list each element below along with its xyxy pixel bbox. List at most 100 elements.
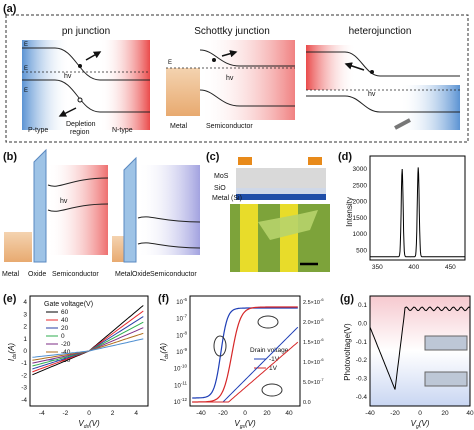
pn-hv-label: hv: [64, 73, 72, 80]
e-xtick-label: -2: [63, 410, 69, 417]
f-ytick-left: 10-6: [176, 297, 187, 306]
b-left-ec: [47, 177, 109, 187]
f-ellipse-right: [257, 315, 279, 329]
e-legend-item: 0: [61, 333, 65, 340]
f-plot-frame: [189, 295, 301, 407]
f-legend-1: -1V: [269, 356, 280, 363]
f-legend-2: 1V: [269, 365, 278, 372]
e-ylabel: Ids(A): [7, 343, 18, 362]
b-right-semi: [138, 165, 200, 255]
e-curve--60: [32, 338, 144, 358]
g-xlabel: Vg(V): [411, 419, 430, 430]
g-xtick-label: 40: [466, 410, 474, 417]
f-xtick-label: -40: [196, 410, 206, 417]
e-xtick-label: -4: [39, 410, 45, 417]
d-xtick-label: 400: [408, 264, 419, 271]
e-xlabel: Vds(V): [78, 419, 100, 430]
d-spectrum-line: [370, 167, 465, 258]
f-ytick-right: 1.5×10-6: [303, 337, 324, 346]
f-ellipse-left: [213, 335, 227, 357]
b-right-oxide: [123, 156, 137, 263]
p-region-shade: [22, 40, 70, 130]
pn-n-type-label: N-type: [112, 127, 133, 134]
g-ytick-label: 0.0: [358, 321, 367, 328]
d-ytick-label: 2500: [353, 182, 368, 189]
pn-p-type-label: P-type: [28, 127, 48, 134]
f-xlabel: Vgs(V): [234, 419, 256, 430]
d-xtick-label: 350: [372, 264, 383, 271]
g-inset-device-1: [424, 335, 468, 351]
f-xtick-label: 40: [285, 410, 293, 417]
e-ytick-label: 0: [23, 348, 27, 355]
c-flake: [258, 210, 318, 240]
b-left-hv: hv: [60, 198, 68, 205]
f-xtick-label: -20: [218, 410, 228, 417]
hetero-arrow: [344, 62, 365, 71]
f-ytick-right: 2.0×10-6: [303, 317, 324, 326]
hetero-title: heterojunction: [349, 26, 412, 37]
e-xtick-label: 4: [134, 410, 138, 417]
e-legend-title: Gate voltage(V): [44, 301, 93, 308]
b-left-metal: [4, 232, 32, 262]
f-ylabel: Ids(A): [159, 343, 170, 362]
panel-a-frame: [5, 14, 469, 143]
f-curve-neg1v-log: [192, 307, 298, 399]
c-metal-label: Metal (Si): [212, 195, 242, 202]
panel-c: (c) MoS SiO Metal (Si): [206, 151, 330, 272]
g-ytick-label: -0.4: [356, 394, 368, 401]
g-xtick-label: -40: [365, 410, 375, 417]
g-ytick-label: -0.1: [356, 339, 368, 346]
panel-f-label: (f): [158, 293, 169, 305]
c-electrode-left: [238, 157, 252, 165]
f-curve-1v-linear: [192, 341, 299, 403]
b-left-oxide-label: Oxide: [28, 271, 46, 278]
panel-b: (b) hv Metal Oxide Semiconductor Metal O…: [2, 148, 201, 278]
heterojunction-diagram: heterojunction hv: [306, 26, 460, 130]
panel-d: (d) Intensity 500 1000 1500 2000 2500 3000 350…: [338, 151, 466, 271]
pn-ec-label: E: [24, 42, 28, 48]
e-legend-item: -20: [61, 341, 71, 348]
e-ytick-label: 3: [23, 311, 27, 318]
d-ylabel: Intensity: [345, 197, 354, 227]
schottky-electron: [212, 58, 216, 62]
c-electrode-strip-2: [280, 204, 298, 272]
b-left-metal-label: Metal: [2, 271, 20, 278]
schottky-junction-diagram: Schottky junction E hv Metal Semiconduct…: [166, 26, 295, 130]
f-xtick-label: 0: [243, 410, 247, 417]
c-sio2-label: SiO: [214, 185, 226, 192]
d-plot-frame: [369, 155, 466, 261]
hetero-valence: [306, 95, 460, 113]
hetero-hv-label: hv: [368, 91, 376, 98]
pn-depletion-label: Depletion region: [66, 121, 96, 136]
d-ytick-label: 500: [356, 247, 367, 254]
schottky-hv-label: hv: [226, 75, 234, 82]
pn-conduction-band: [22, 47, 150, 81]
f-ytick-left: 10-11: [174, 380, 187, 389]
g-ylabel: Photovoltage(V): [343, 323, 352, 381]
e-legend-item: 40: [61, 317, 69, 324]
b-right-metal-label: Metal: [115, 271, 133, 278]
pn-electron-arrow: [85, 51, 102, 61]
c-mos2-layer: [236, 168, 326, 188]
b-right-ec: [137, 216, 201, 223]
panel-a: (a) pn junction E E E hv P-type Depletio…: [3, 3, 469, 143]
e-curve-60: [32, 305, 144, 376]
g-ytick-label: -0.2: [356, 357, 368, 364]
panel-a-label: (a): [3, 3, 17, 15]
pn-ef-label: E: [24, 66, 28, 72]
n-region-shade: [100, 40, 150, 130]
schottky-conduction: [199, 49, 295, 67]
e-legend-item: 20: [61, 325, 69, 332]
e-ytick-label: -3: [21, 385, 27, 392]
e-ytick-label: -4: [21, 397, 27, 404]
panel-g: (g) Photovoltage(V) Vg(V) 0.1 0.0 -0.1 -0.2…: [340, 293, 474, 430]
schottky-metal-label: Metal: [170, 123, 188, 130]
g-ticks: 0.1 0.0 -0.1 -0.2 -0.3 -0.4 -40 -20 0 20 40: [356, 302, 474, 417]
g-xtick-label: 0: [418, 410, 422, 417]
schottky-metal-block: [166, 68, 200, 116]
f-ticks: -40 -20 0 20 40 10-6 10-7 10-8 10-9 10-10 10-11 10-…: [174, 297, 325, 417]
f-ytick-left: 10-7: [176, 314, 187, 323]
e-ytick-label: -2: [21, 372, 27, 379]
e-curve--40: [32, 332, 144, 361]
c-electrode-strip-1: [240, 204, 258, 272]
